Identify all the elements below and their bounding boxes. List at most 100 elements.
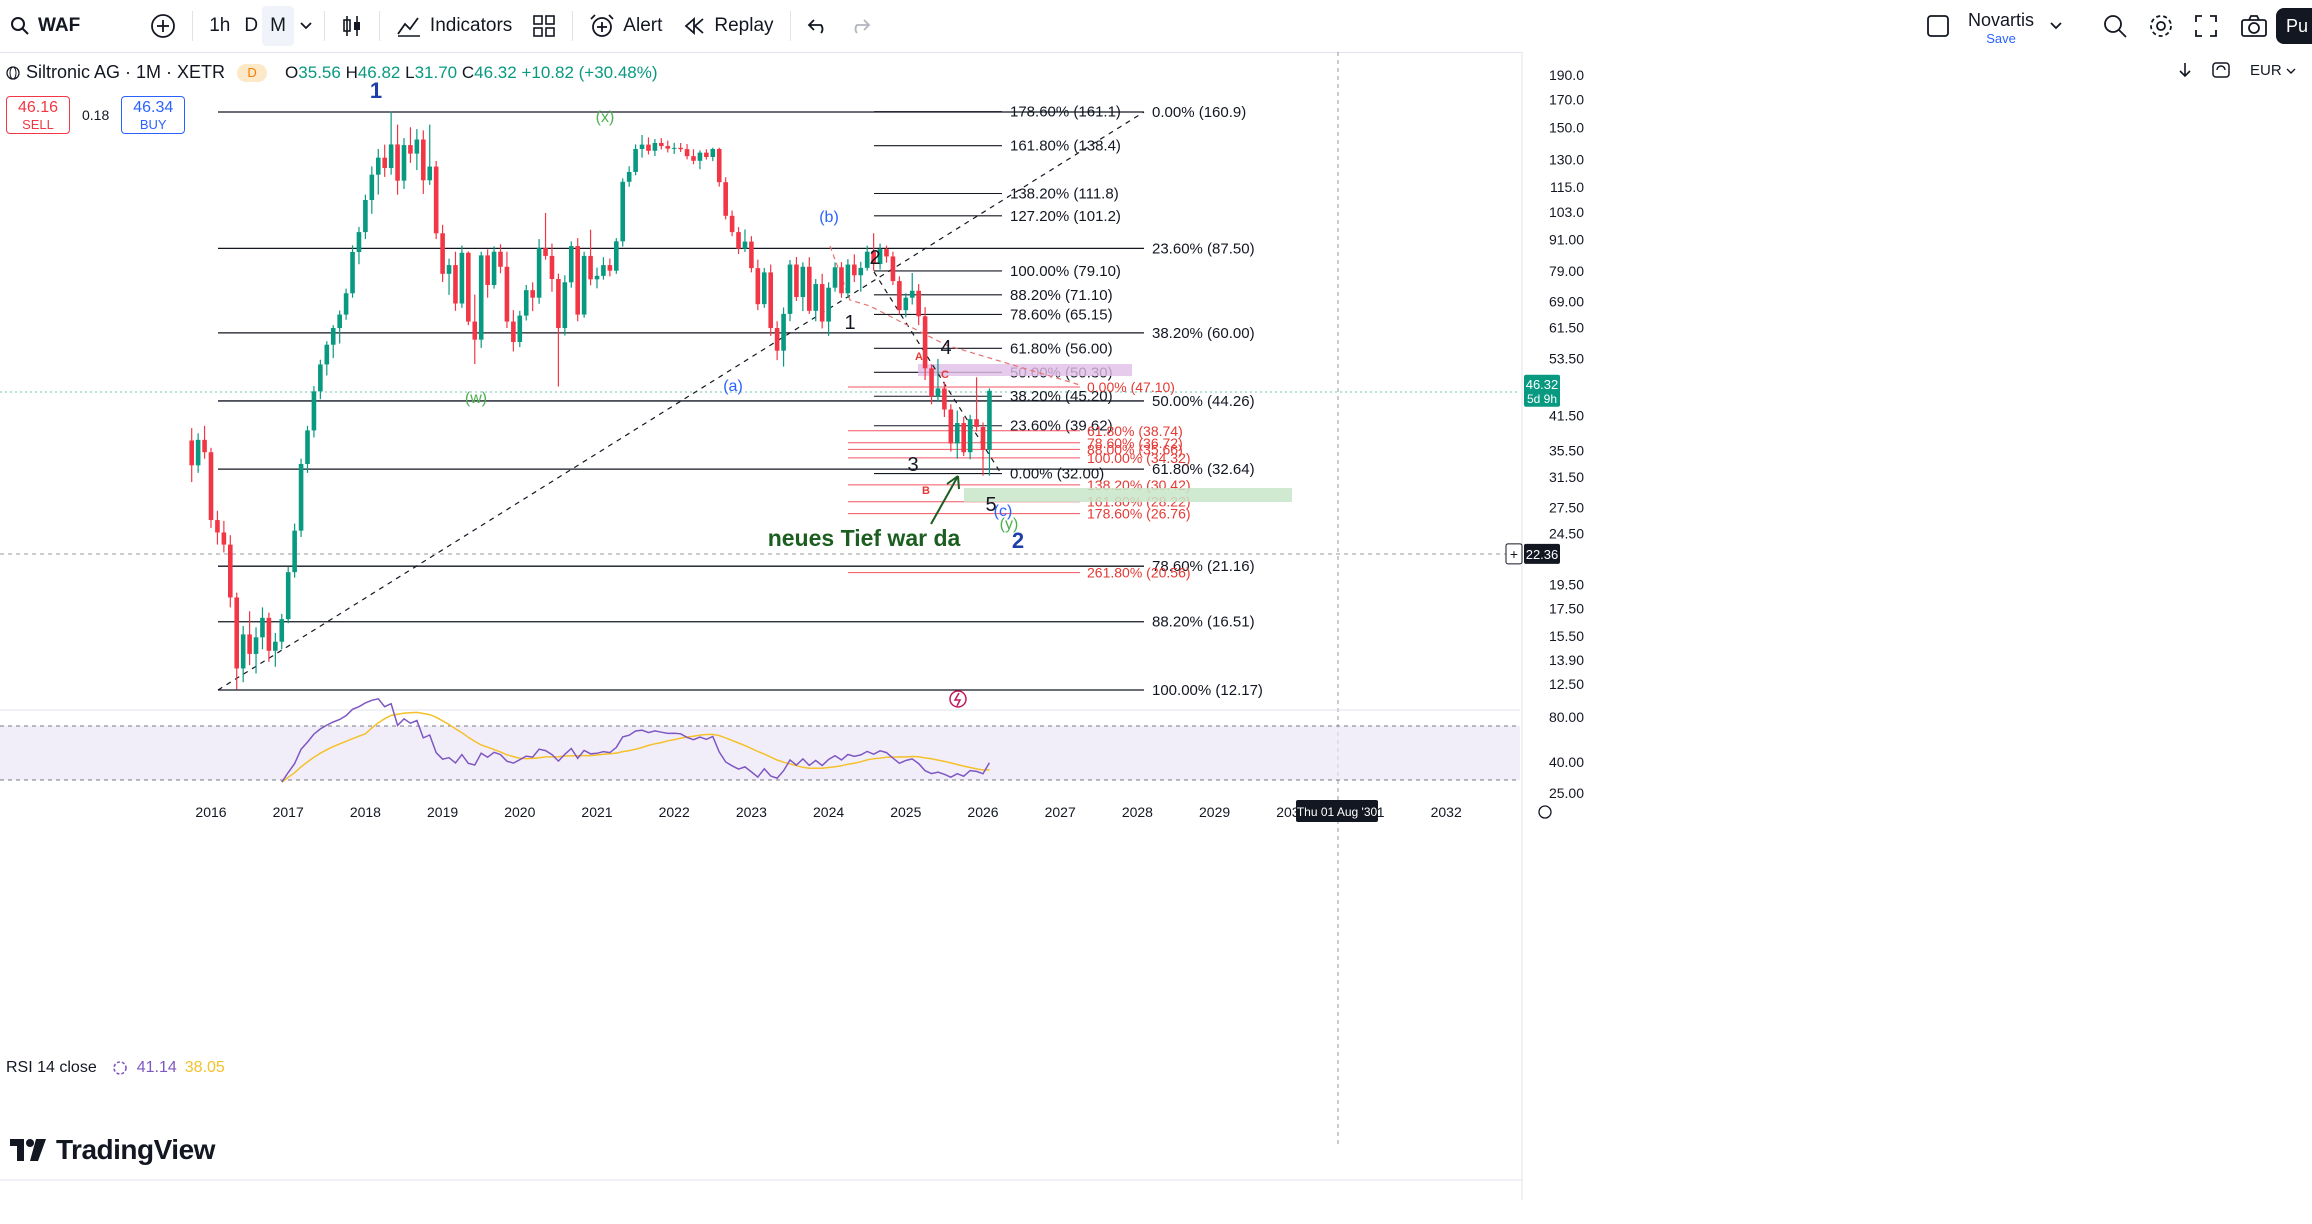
candle-body — [948, 409, 954, 444]
quick-search-button[interactable] — [2092, 6, 2138, 46]
candle-body — [189, 440, 194, 466]
publish-button[interactable]: Pu — [2276, 8, 2312, 44]
candle-body — [337, 314, 342, 329]
fullscreen-button[interactable] — [2184, 6, 2228, 46]
rsi-tick: 80.00 — [1549, 709, 1584, 725]
symbol-search[interactable]: WAF — [0, 6, 90, 46]
fib-primary-label: 78.60% (21.16) — [1152, 558, 1255, 575]
buy-price: 46.34 — [133, 99, 174, 116]
rsi-label[interactable]: RSI 14 close — [6, 1059, 97, 1076]
candle-body — [832, 267, 838, 288]
rsi-pane — [0, 697, 1520, 783]
candle-body — [614, 241, 619, 271]
candle-body — [845, 264, 851, 294]
candle-body — [343, 293, 349, 315]
fib-primary-label: 50.00% (44.26) — [1152, 393, 1255, 410]
candle-body — [864, 251, 870, 268]
candle-body — [813, 284, 819, 311]
compare-toggle[interactable] — [2212, 62, 2230, 78]
replay-label: Replay — [714, 15, 774, 36]
price-tick: 24.50 — [1549, 525, 1584, 541]
buy-button[interactable]: 46.34 BUY — [121, 96, 186, 134]
candle-body — [980, 426, 986, 450]
price-tick: 115.0 — [1550, 179, 1584, 195]
sell-button[interactable]: 46.16 SELL — [6, 96, 70, 134]
wave-label-black-4: 4 — [940, 337, 951, 359]
interval-m[interactable]: M — [262, 6, 294, 46]
settings-button[interactable] — [2138, 6, 2184, 46]
indicators-icon — [397, 17, 420, 37]
buy-label: BUY — [139, 117, 167, 132]
symbol-title[interactable]: Siltronic AG · 1M · XETR — [26, 62, 226, 82]
wave-label-w: (w) — [465, 390, 487, 407]
chevron-down-icon — [2286, 68, 2296, 74]
candle-body — [858, 267, 864, 276]
time-tick: 2017 — [273, 804, 304, 820]
candle-body — [498, 251, 503, 267]
crosshair-date-marker — [1296, 800, 1378, 822]
snapshot-button[interactable] — [2230, 6, 2278, 46]
layout-dropdown[interactable] — [2040, 6, 2072, 46]
undo-button[interactable] — [797, 6, 839, 46]
candle-body — [819, 284, 825, 322]
replay-button[interactable]: Replay — [672, 6, 783, 46]
price-tick: 12.50 — [1549, 676, 1584, 692]
alert-button[interactable]: Alert — [579, 6, 672, 46]
redo-button[interactable] — [839, 6, 881, 46]
divider — [192, 11, 194, 41]
candle-body — [639, 144, 645, 149]
rsi-settings-icon[interactable] — [109, 1059, 131, 1077]
time-tick: 2027 — [1045, 804, 1076, 820]
candle-body — [202, 439, 207, 453]
layout-button[interactable] — [1916, 6, 1960, 46]
candle-body — [839, 267, 844, 294]
symbol-label: WAF — [38, 15, 81, 36]
time-tick: 2019 — [427, 804, 458, 820]
delayed-badge[interactable]: D — [237, 63, 268, 82]
candle-body — [954, 423, 960, 444]
candle-body — [228, 544, 233, 598]
annotation-arrow-head — [946, 475, 960, 490]
alarm-clock-icon — [590, 14, 614, 37]
rsi-tick: 40.00 — [1549, 754, 1584, 770]
candle-body — [459, 252, 465, 304]
divider — [378, 11, 380, 41]
indicators-button[interactable]: Indicators — [386, 6, 522, 46]
candle-body — [620, 181, 626, 242]
candle-body — [678, 147, 683, 150]
interval-d[interactable]: D — [240, 6, 262, 46]
rsi-ma-line — [281, 711, 990, 783]
ohlc-values: O35.56 H46.82 L31.70 C46.32 +10.82 (+30.… — [285, 63, 658, 83]
candle-body — [884, 249, 889, 257]
fib-red-label: 88.00% (35.66) — [1087, 441, 1183, 457]
rsi-value: 41.14 — [136, 1059, 177, 1076]
time-tick: 2025 — [890, 804, 921, 820]
crosshair-date-label: Thu 01 Aug '30 — [1297, 805, 1378, 819]
layout-name[interactable]: Novartis Save — [1968, 10, 2034, 46]
candle-body — [736, 232, 741, 249]
interval-dropdown[interactable] — [294, 6, 318, 46]
candle-body — [742, 241, 748, 249]
redo-icon — [854, 19, 870, 34]
currency-selector[interactable]: EUR — [2250, 62, 2296, 79]
candle-body — [594, 275, 600, 280]
fib-red-label: 61.80% (38.74) — [1087, 423, 1183, 439]
candle-body — [247, 634, 252, 654]
candle-body — [607, 265, 613, 271]
fib-secondary-label: 138.20% (111.8) — [1010, 186, 1119, 203]
compare-add-button[interactable] — [140, 6, 186, 46]
rsi-legend: RSI 14 close 41.14 38.05 — [6, 1059, 225, 1077]
candle-body — [311, 391, 317, 431]
rsi-tick: 25.00 — [1549, 785, 1584, 801]
interval-1h[interactable]: 1h — [199, 6, 240, 46]
scroll-down-button[interactable] — [2178, 62, 2192, 78]
fib-secondary-label: 88.20% (71.10) — [1010, 287, 1113, 304]
chart-type-button[interactable] — [331, 6, 373, 46]
templates-button[interactable] — [522, 6, 566, 46]
candle-body — [568, 246, 574, 283]
candle-body — [517, 315, 523, 342]
candle-body — [562, 282, 568, 329]
chart-canvas[interactable]: 0.00% (160.9) 23.60% (87.50) 38.20% (60.00… — [0, 52, 2312, 1224]
crosshair-price-label: 22.36 — [1526, 547, 1559, 562]
tradingview-logo[interactable]: TradingView — [10, 1134, 215, 1166]
